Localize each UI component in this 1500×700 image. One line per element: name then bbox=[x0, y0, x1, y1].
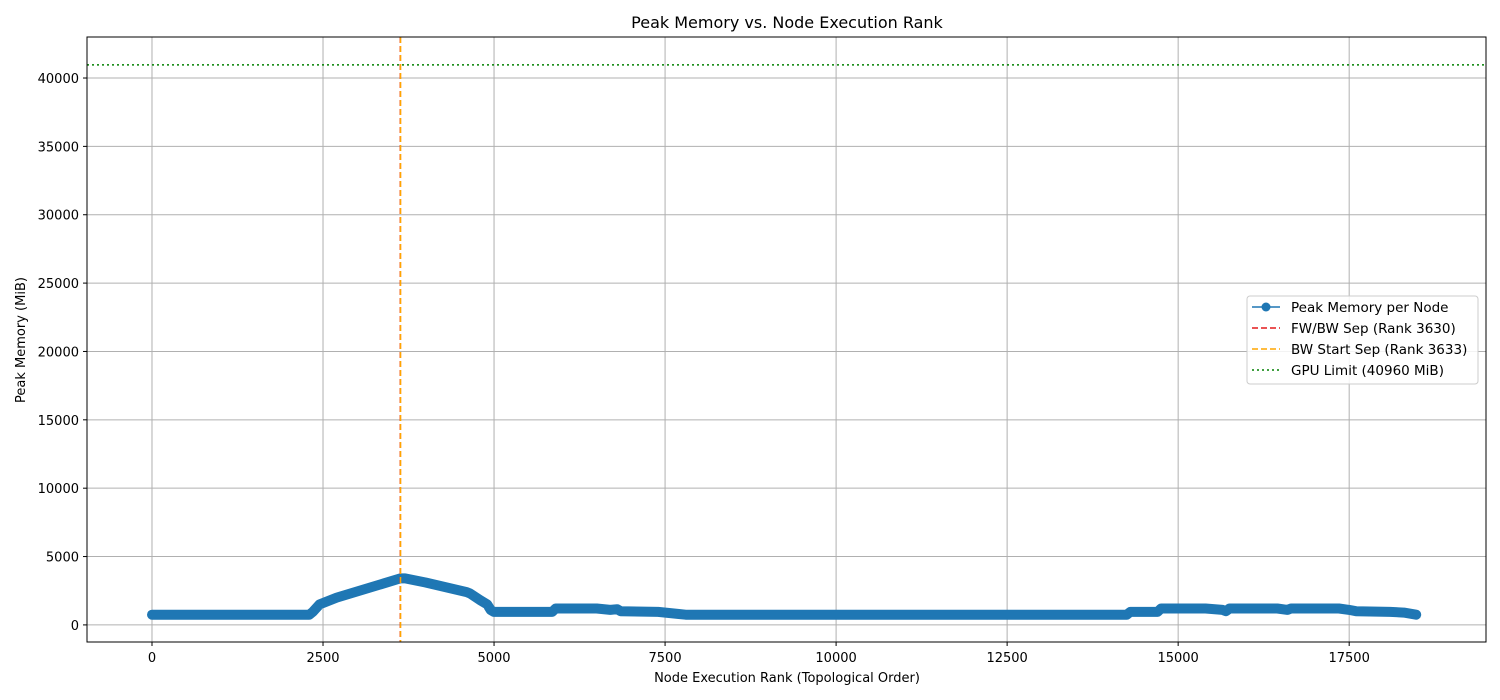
x-tick-label: 2500 bbox=[306, 651, 339, 666]
y-tick-label: 10000 bbox=[38, 482, 79, 497]
legend-swatch-marker bbox=[1261, 302, 1271, 312]
chart-title: Peak Memory vs. Node Execution Rank bbox=[631, 13, 943, 32]
y-tick-label: 35000 bbox=[38, 140, 79, 155]
x-tick-label: 10000 bbox=[815, 651, 856, 666]
y-tick-label: 25000 bbox=[38, 277, 79, 292]
legend-entry-label: BW Start Sep (Rank 3633) bbox=[1291, 342, 1467, 358]
y-tick-label: 20000 bbox=[38, 345, 79, 360]
y-tick-label: 30000 bbox=[38, 209, 79, 224]
x-axis-label: Node Execution Rank (Topological Order) bbox=[654, 671, 920, 686]
x-tick-label: 15000 bbox=[1157, 651, 1198, 666]
legend-entry-label: Peak Memory per Node bbox=[1291, 300, 1449, 316]
y-axis-label: Peak Memory (MiB) bbox=[14, 277, 29, 403]
y-tick-label: 15000 bbox=[38, 414, 79, 429]
y-tick-label: 5000 bbox=[46, 551, 79, 566]
x-tick-label: 12500 bbox=[986, 651, 1027, 666]
axis-ticks: 0 2500 5000 7500 10000 12500 15000 17500 0 5000 10… bbox=[38, 72, 1370, 666]
x-tick-label: 0 bbox=[148, 651, 156, 666]
plot-series bbox=[147, 573, 1422, 620]
reference-lines bbox=[87, 37, 1486, 642]
x-tick-label: 7500 bbox=[649, 651, 682, 666]
y-tick-label: 0 bbox=[71, 619, 79, 634]
x-tick-label: 5000 bbox=[477, 651, 510, 666]
legend: Peak Memory per Node FW/BW Sep (Rank 3630… bbox=[1246, 295, 1479, 385]
y-tick-label: 40000 bbox=[38, 72, 79, 87]
legend-entry-label: FW/BW Sep (Rank 3630) bbox=[1291, 321, 1456, 337]
legend-entry-label: GPU Limit (40960 MiB) bbox=[1291, 363, 1444, 379]
legend-box bbox=[1246, 295, 1479, 385]
x-tick-label: 17500 bbox=[1328, 651, 1369, 666]
plot-frame bbox=[86, 36, 1487, 643]
grid bbox=[87, 37, 1486, 642]
series-peak-memory-line bbox=[152, 577, 1417, 616]
